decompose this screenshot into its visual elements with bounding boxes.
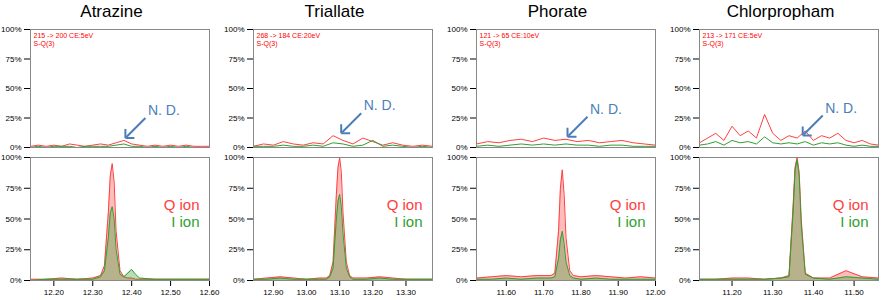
svg-text:50%: 50%	[5, 84, 21, 93]
svg-text:N. D.: N. D.	[148, 102, 180, 118]
svg-text:50%: 50%	[674, 84, 690, 93]
svg-text:25%: 25%	[228, 245, 244, 254]
svg-text:I ion: I ion	[840, 213, 868, 230]
svg-text:75%: 75%	[5, 184, 21, 193]
svg-text:75%: 75%	[674, 184, 690, 193]
svg-text:11.20: 11.20	[722, 288, 742, 297]
svg-text:121 -> 65 CE:10eVS-Q(3): 121 -> 65 CE:10eVS-Q(3)	[480, 32, 540, 48]
svg-text:75%: 75%	[228, 184, 244, 193]
svg-text:Q ion: Q ion	[610, 196, 646, 213]
svg-text:12.00: 12.00	[645, 288, 666, 297]
svg-text:0%: 0%	[10, 276, 22, 285]
svg-text:25%: 25%	[674, 114, 690, 123]
svg-text:215 -> 200 CE:5eVS-Q(3): 215 -> 200 CE:5eVS-Q(3)	[34, 32, 94, 48]
svg-text:11.60: 11.60	[497, 288, 517, 297]
svg-text:I ion: I ion	[394, 213, 422, 230]
svg-text:100%: 100%	[670, 153, 690, 162]
svg-text:75%: 75%	[5, 55, 21, 64]
svg-text:13.20: 13.20	[363, 288, 384, 297]
svg-text:0%: 0%	[456, 143, 468, 152]
svg-text:100%: 100%	[670, 25, 690, 34]
svg-text:213 -> 171 CE:5eVS-Q(3): 213 -> 171 CE:5eVS-Q(3)	[703, 32, 763, 48]
svg-text:25%: 25%	[451, 114, 467, 123]
html-text:Atrazine: Atrazine	[80, 2, 143, 21]
svg-text:50%: 50%	[451, 215, 467, 224]
html-text:Phorate: Phorate	[527, 2, 588, 21]
svg-text:Q ion: Q ion	[164, 196, 200, 213]
svg-text:0%: 0%	[456, 276, 468, 285]
svg-text:100%: 100%	[447, 25, 467, 34]
svg-text:50%: 50%	[228, 84, 244, 93]
svg-text:Q ion: Q ion	[387, 196, 423, 213]
svg-text:50%: 50%	[228, 215, 244, 224]
svg-text:75%: 75%	[451, 55, 467, 64]
svg-text:75%: 75%	[674, 55, 690, 64]
svg-text:100%: 100%	[447, 153, 467, 162]
svg-text:11.80: 11.80	[571, 288, 591, 297]
svg-text:0%: 0%	[679, 276, 691, 285]
svg-text:N. D.: N. D.	[590, 101, 622, 117]
svg-text:N. D.: N. D.	[825, 100, 857, 116]
svg-text:0%: 0%	[233, 143, 245, 152]
svg-text:13.30: 13.30	[396, 288, 417, 297]
svg-text:0%: 0%	[233, 276, 245, 285]
svg-text:100%: 100%	[224, 25, 244, 34]
svg-text:25%: 25%	[5, 114, 21, 123]
svg-text:I ion: I ion	[171, 213, 199, 230]
svg-text:0%: 0%	[10, 143, 22, 152]
svg-text:11.30: 11.30	[763, 288, 783, 297]
svg-text:12.50: 12.50	[161, 288, 182, 297]
html-text:Chlorpropham: Chlorpropham	[726, 2, 835, 21]
svg-text:100%: 100%	[1, 25, 21, 34]
svg-text:25%: 25%	[451, 245, 467, 254]
svg-text:50%: 50%	[5, 215, 21, 224]
svg-text:N. D.: N. D.	[364, 97, 396, 113]
svg-text:12.60: 12.60	[199, 288, 220, 297]
svg-text:13.10: 13.10	[330, 288, 351, 297]
svg-text:50%: 50%	[674, 215, 690, 224]
svg-text:0%: 0%	[679, 143, 691, 152]
svg-text:11.40: 11.40	[804, 288, 824, 297]
svg-text:12.90: 12.90	[263, 288, 284, 297]
svg-text:268 -> 184 CE:20eVS-Q(3): 268 -> 184 CE:20eVS-Q(3)	[257, 32, 321, 48]
svg-text:I ion: I ion	[617, 213, 645, 230]
svg-text:11.90: 11.90	[608, 288, 628, 297]
html-text:Triallate: Triallate	[304, 2, 365, 21]
svg-text:12.30: 12.30	[83, 288, 104, 297]
svg-text:13.00: 13.00	[297, 288, 318, 297]
svg-text:25%: 25%	[674, 245, 690, 254]
svg-text:Q ion: Q ion	[833, 196, 869, 213]
svg-text:100%: 100%	[224, 153, 244, 162]
svg-text:75%: 75%	[228, 55, 244, 64]
svg-text:50%: 50%	[451, 84, 467, 93]
svg-text:12.40: 12.40	[122, 288, 143, 297]
svg-text:11.50: 11.50	[844, 288, 864, 297]
svg-text:75%: 75%	[451, 184, 467, 193]
svg-text:25%: 25%	[228, 114, 244, 123]
svg-text:100%: 100%	[1, 153, 21, 162]
svg-text:12.20: 12.20	[44, 288, 65, 297]
svg-text:25%: 25%	[5, 245, 21, 254]
svg-text:11.70: 11.70	[534, 288, 554, 297]
